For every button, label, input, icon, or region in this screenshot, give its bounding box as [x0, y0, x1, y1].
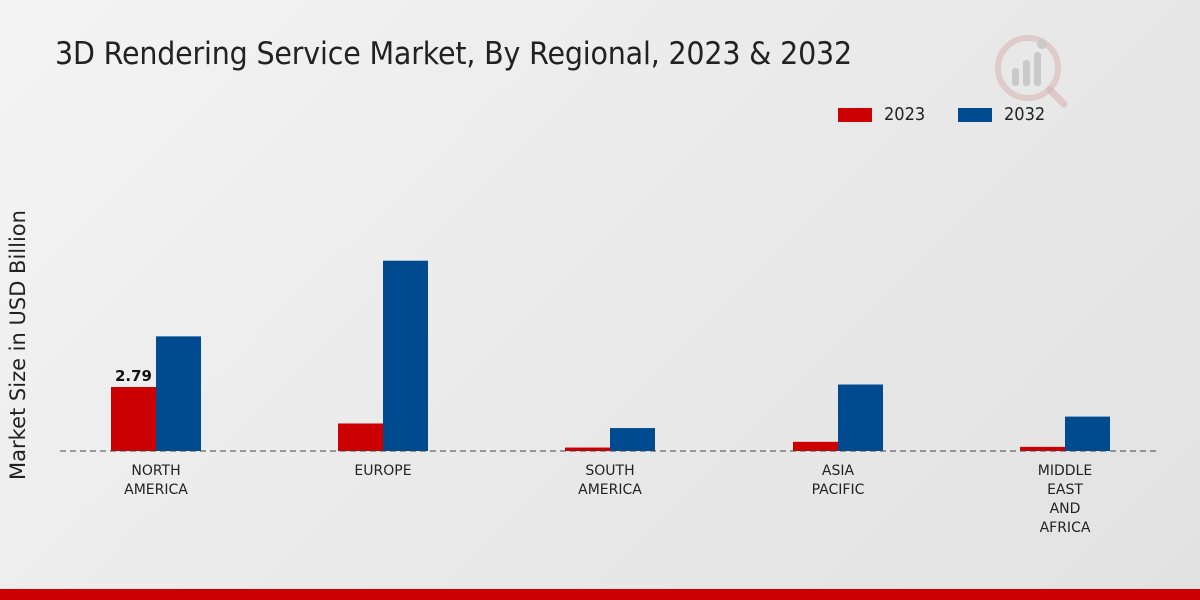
- bar-2032-3: [838, 384, 883, 451]
- legend-swatch-2032: [958, 107, 992, 122]
- bar-2023-1: [338, 423, 383, 451]
- x-tick-label-3-0: ASIA: [822, 463, 855, 479]
- x-tick-label-4-2: AND: [1050, 501, 1081, 517]
- x-tick-label-0-1: AMERICA: [124, 482, 188, 498]
- bar-2032-2: [610, 428, 655, 451]
- x-tick-label-2-0: SOUTH: [585, 463, 634, 479]
- chart-title: 3D Rendering Service Market, By Regional…: [55, 36, 852, 72]
- bar-2023-4: [1020, 446, 1065, 451]
- x-tick-label-4-3: AFRICA: [1040, 520, 1091, 536]
- bar-2023-3: [793, 441, 838, 451]
- x-tick-label-1-0: EUROPE: [354, 463, 411, 479]
- data-label-0-0: 2.79: [115, 367, 152, 385]
- legend-swatch-2023: [838, 107, 872, 122]
- legend-item-2032: 2032: [958, 104, 1050, 125]
- x-tick-label-0-0: NORTH: [131, 463, 180, 479]
- x-tick-label-3-1: PACIFIC: [812, 482, 865, 498]
- legend-label-2032: 2032: [1004, 104, 1046, 125]
- bar-2023-0: [111, 387, 156, 451]
- legend-item-2023: 2023: [838, 104, 930, 125]
- x-tick-label-4-0: MIDDLE: [1038, 463, 1092, 479]
- bar-2023-2: [565, 447, 610, 451]
- x-tick-label-2-1: AMERICA: [578, 482, 642, 498]
- legend-label-2023: 2023: [884, 104, 926, 125]
- bar-2032-1: [383, 260, 428, 451]
- x-tick-label-4-1: EAST: [1047, 482, 1083, 498]
- bar-2032-4: [1065, 416, 1110, 451]
- market-research-logo-icon: [995, 35, 1068, 108]
- bar-2032-0: [156, 336, 201, 451]
- footer-bar: [0, 589, 1200, 600]
